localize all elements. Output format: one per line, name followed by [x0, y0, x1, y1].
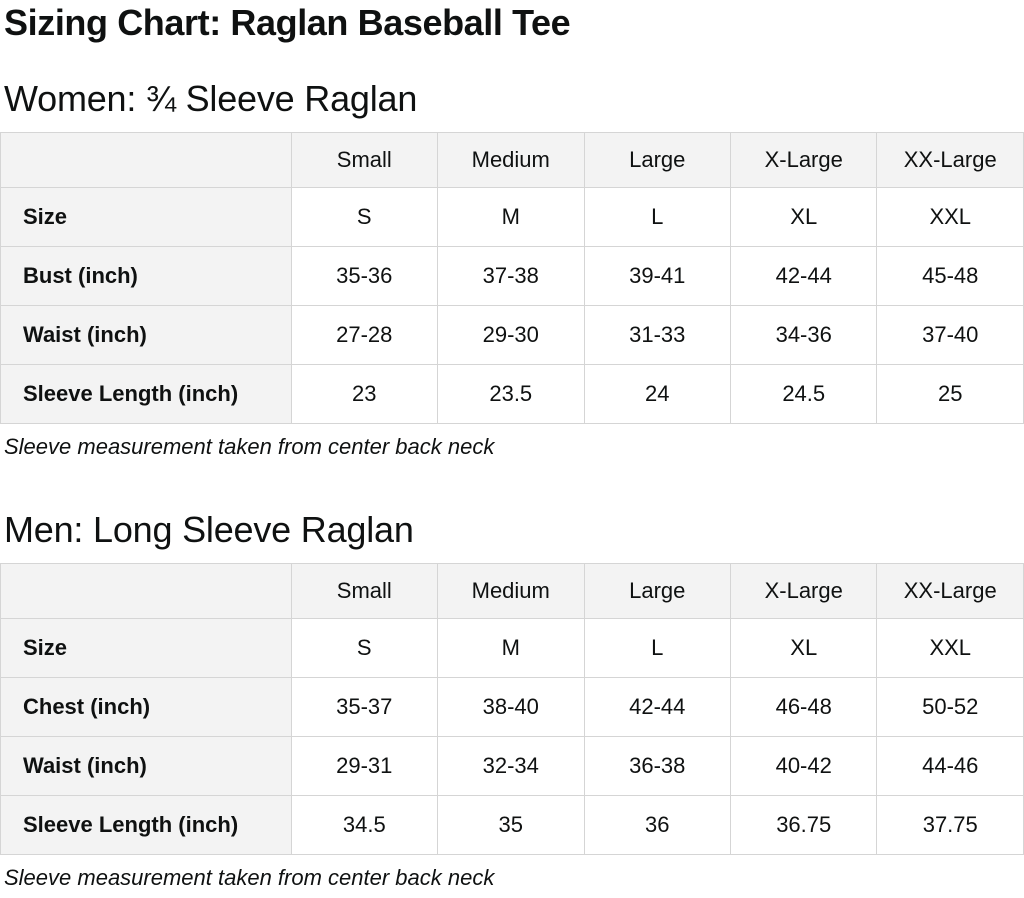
size-value-cell: 35-36: [290, 246, 439, 306]
row-label: Waist (inch): [0, 305, 292, 365]
column-header: Medium: [437, 132, 585, 188]
size-value-cell: 27-28: [290, 305, 439, 365]
size-value-cell: 44-46: [876, 736, 1024, 796]
corner-cell: [0, 132, 292, 188]
section-heading-women: Women: ¾ Sleeve Raglan: [4, 78, 418, 119]
size-value-cell: XL: [729, 187, 878, 247]
size-value-cell: L: [583, 187, 731, 247]
size-value-cell: 42-44: [583, 677, 731, 737]
size-value-cell: 46-48: [729, 677, 878, 737]
column-header: Large: [583, 132, 731, 188]
size-value-cell: 29-31: [290, 736, 439, 796]
size-value-cell: S: [290, 187, 439, 247]
table-row: Waist (inch) 27-28 29-30 31-33 34-36 37-…: [0, 305, 1024, 365]
column-header: Small: [290, 132, 439, 188]
size-value-cell: 45-48: [876, 246, 1024, 306]
table-row: Sleeve Length (inch) 34.5 35 36 36.75 37…: [0, 795, 1024, 855]
size-value-cell: 35: [437, 795, 585, 855]
size-value-cell: L: [583, 618, 731, 678]
size-value-cell: 36-38: [583, 736, 731, 796]
table-row: Bust (inch) 35-36 37-38 39-41 42-44 45-4…: [0, 246, 1024, 306]
women-header-row: Small Medium Large X-Large XX-Large: [0, 132, 1024, 188]
size-value-cell: 25: [876, 364, 1024, 424]
table-row: Size S M L XL XXL: [0, 187, 1024, 247]
page-title: Sizing Chart: Raglan Baseball Tee: [4, 2, 571, 43]
size-value-cell: 24: [583, 364, 731, 424]
table-row: Chest (inch) 35-37 38-40 42-44 46-48 50-…: [0, 677, 1024, 737]
men-header-row: Small Medium Large X-Large XX-Large: [0, 563, 1024, 619]
size-value-cell: XXL: [876, 618, 1024, 678]
size-value-cell: 35-37: [290, 677, 439, 737]
column-header: XX-Large: [876, 132, 1024, 188]
row-label: Size: [0, 187, 292, 247]
size-value-cell: M: [437, 618, 585, 678]
column-header: Medium: [437, 563, 585, 619]
size-value-cell: 50-52: [876, 677, 1024, 737]
size-value-cell: 32-34: [437, 736, 585, 796]
size-value-cell: 42-44: [729, 246, 878, 306]
size-value-cell: 23: [290, 364, 439, 424]
size-value-cell: 37-38: [437, 246, 585, 306]
column-header: X-Large: [729, 132, 878, 188]
size-value-cell: 39-41: [583, 246, 731, 306]
row-label: Sleeve Length (inch): [0, 795, 292, 855]
sleeve-note: Sleeve measurement taken from center bac…: [4, 865, 495, 890]
size-value-cell: 36.75: [729, 795, 878, 855]
row-label: Waist (inch): [0, 736, 292, 796]
sleeve-note: Sleeve measurement taken from center bac…: [4, 434, 495, 459]
size-value-cell: 37-40: [876, 305, 1024, 365]
section-women: Women: ¾ Sleeve Raglan Small Medium Larg…: [0, 78, 1024, 461]
size-value-cell: 37.75: [876, 795, 1024, 855]
size-value-cell: 34.5: [290, 795, 439, 855]
size-value-cell: 24.5: [729, 364, 878, 424]
size-value-cell: S: [290, 618, 439, 678]
size-value-cell: 34-36: [729, 305, 878, 365]
section-men: Men: Long Sleeve Raglan Small Medium Lar…: [0, 509, 1024, 892]
column-header: Small: [290, 563, 439, 619]
column-header: XX-Large: [876, 563, 1024, 619]
size-value-cell: M: [437, 187, 585, 247]
row-label: Bust (inch): [0, 246, 292, 306]
row-label: Sleeve Length (inch): [0, 364, 292, 424]
table-row: Size S M L XL XXL: [0, 618, 1024, 678]
table-row: Waist (inch) 29-31 32-34 36-38 40-42 44-…: [0, 736, 1024, 796]
table-row: Sleeve Length (inch) 23 23.5 24 24.5 25: [0, 364, 1024, 424]
size-value-cell: 40-42: [729, 736, 878, 796]
men-sizing-table: Small Medium Large X-Large XX-Large Size…: [0, 563, 1024, 855]
size-value-cell: XL: [729, 618, 878, 678]
size-value-cell: 31-33: [583, 305, 731, 365]
row-label: Size: [0, 618, 292, 678]
size-value-cell: 23.5: [437, 364, 585, 424]
row-label: Chest (inch): [0, 677, 292, 737]
column-header: X-Large: [729, 563, 878, 619]
section-heading-men: Men: Long Sleeve Raglan: [4, 509, 414, 550]
women-sizing-table: Small Medium Large X-Large XX-Large Size…: [0, 132, 1024, 424]
size-value-cell: XXL: [876, 187, 1024, 247]
size-value-cell: 38-40: [437, 677, 585, 737]
size-value-cell: 29-30: [437, 305, 585, 365]
size-value-cell: 36: [583, 795, 731, 855]
column-header: Large: [583, 563, 731, 619]
corner-cell: [0, 563, 292, 619]
